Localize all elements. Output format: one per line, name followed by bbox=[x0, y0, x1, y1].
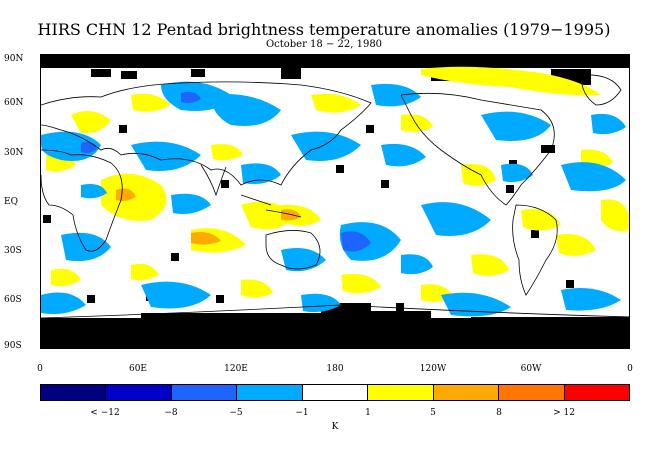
lon-label-0-left: 0 bbox=[37, 364, 43, 374]
colorbar-swatch-3 bbox=[171, 385, 238, 400]
colorbar-swatch-9 bbox=[564, 385, 629, 400]
lon-label-120e: 120E bbox=[224, 364, 248, 374]
anomaly-field bbox=[41, 55, 629, 348]
colorbar-swatch-5 bbox=[302, 385, 369, 400]
colorbar-label-5: 1 bbox=[365, 408, 371, 418]
colorbar-label-2: −8 bbox=[164, 408, 178, 418]
colorbar-swatch-7 bbox=[433, 385, 500, 400]
colorbar-swatch-6 bbox=[368, 385, 434, 400]
colorbar-label-6: 5 bbox=[430, 408, 436, 418]
colorbar-swatch-8 bbox=[499, 385, 565, 400]
map-subtitle: October 18 − 22, 1980 bbox=[265, 39, 383, 50]
colorbar-label-8: > 12 bbox=[553, 408, 575, 418]
lon-label-180: 180 bbox=[326, 364, 344, 374]
colorbar-swatch-1 bbox=[41, 385, 107, 400]
colorbar-units: K bbox=[331, 422, 339, 432]
colorbar-label-1: < −12 bbox=[90, 408, 120, 418]
lat-label-30n: 30N bbox=[4, 148, 24, 158]
lon-label-120w: 120W bbox=[419, 364, 447, 374]
anomaly-map bbox=[40, 54, 630, 349]
colorbar-label-3: −5 bbox=[229, 408, 243, 418]
lat-label-60n: 60N bbox=[4, 98, 24, 108]
lat-label-eq: EQ bbox=[4, 197, 18, 207]
colorbar-swatch-4 bbox=[237, 385, 303, 400]
colorbar-label-7: 8 bbox=[496, 408, 502, 418]
colorbar-swatch-2 bbox=[106, 385, 172, 400]
lat-label-60s: 60S bbox=[4, 295, 22, 305]
lon-label-0-right: 0 bbox=[627, 364, 633, 374]
lat-label-90s: 90S bbox=[4, 341, 22, 351]
map-title: HIRS CHN 12 Pentad brightness temperatur… bbox=[37, 20, 611, 39]
lon-label-60w: 60W bbox=[520, 364, 542, 374]
lat-label-90n: 90N bbox=[4, 54, 24, 64]
lat-label-30s: 30S bbox=[4, 246, 22, 256]
colorbar-label-4: −1 bbox=[295, 408, 309, 418]
lon-label-60e: 60E bbox=[128, 364, 148, 374]
colorbar bbox=[40, 384, 630, 401]
